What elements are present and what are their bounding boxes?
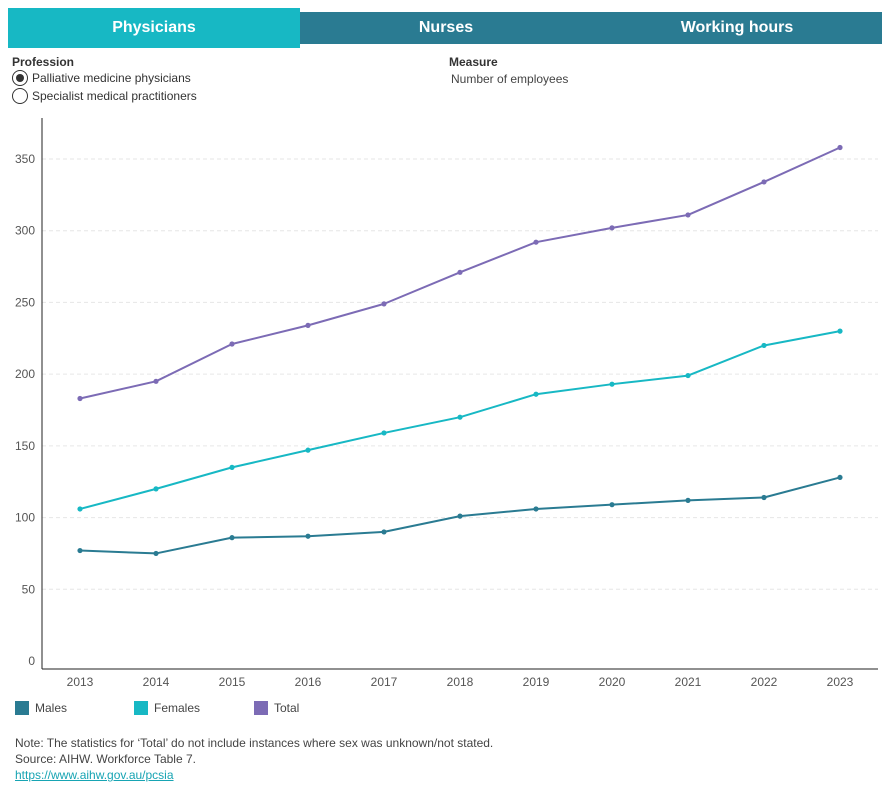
y-tick-label: 250	[15, 295, 35, 309]
source-link-container: https://www.aihw.gov.au/pcsia	[15, 768, 174, 782]
data-point-males[interactable]	[761, 494, 767, 501]
legend-swatch-total	[254, 701, 268, 715]
source-link[interactable]: https://www.aihw.gov.au/pcsia	[15, 768, 174, 782]
tab-working-hours[interactable]: Working hours	[680, 19, 794, 36]
line-chart: 0 50 100 150 200 250 300 350 2013 2014 2015 2016 20…	[15, 118, 878, 689]
y-tick-label: 100	[15, 511, 35, 525]
data-point-males[interactable]	[533, 506, 539, 512]
data-point-total[interactable]	[609, 225, 615, 231]
data-point-total[interactable]	[533, 239, 539, 245]
y-tick-label: 350	[15, 152, 35, 166]
measure-title: Measure	[449, 55, 498, 69]
data-point-males[interactable]	[837, 474, 843, 481]
data-point-females[interactable]	[77, 506, 83, 512]
y-tick-label: 50	[22, 582, 36, 596]
data-point-females[interactable]	[533, 391, 539, 397]
data-point-females[interactable]	[381, 430, 387, 436]
x-tick-label: 2013	[67, 675, 94, 689]
data-point-total[interactable]	[229, 341, 235, 347]
x-tick-label: 2019	[523, 675, 550, 689]
data-point-females[interactable]	[761, 342, 767, 349]
data-point-males[interactable]	[77, 547, 83, 554]
x-tick-label: 2014	[143, 675, 170, 689]
data-point-females[interactable]	[457, 414, 463, 420]
data-point-females[interactable]	[837, 328, 843, 334]
y-tick-label: 300	[15, 224, 35, 238]
data-point-males[interactable]	[153, 550, 159, 557]
tab-bar: Physicians Nurses Working hours	[8, 8, 882, 48]
legend-label: Males	[35, 701, 68, 715]
profession-title: Profession	[12, 55, 75, 69]
x-tick-label: 2015	[219, 675, 246, 689]
x-tick-label: 2021	[675, 675, 702, 689]
series-line-females	[79, 330, 841, 510]
x-tick-label: 2016	[295, 675, 322, 689]
data-point-females[interactable]	[229, 464, 235, 470]
y-tick-label: 0	[28, 654, 35, 668]
measure-value: Number of employees	[451, 72, 569, 86]
tab-physicians[interactable]: Physicians	[8, 8, 300, 48]
data-point-females[interactable]	[685, 372, 691, 379]
y-tick-label: 150	[15, 439, 35, 453]
radio-selected-icon[interactable]	[12, 70, 28, 86]
data-point-females[interactable]	[305, 447, 311, 453]
data-point-females[interactable]	[153, 486, 159, 492]
source-text: Source: AIHW. Workforce Table 7.	[15, 752, 196, 766]
tab-nurses[interactable]: Nurses	[418, 19, 474, 36]
data-point-total[interactable]	[457, 269, 463, 275]
legend-total[interactable]: Total	[254, 701, 299, 715]
x-tick-label: 2018	[447, 675, 474, 689]
profession-option-specialist[interactable]: Specialist medical practitioners	[12, 88, 197, 104]
profession-option-label: Palliative medicine physicians	[32, 71, 191, 85]
x-tick-label: 2022	[751, 675, 778, 689]
legend-label: Total	[274, 701, 300, 715]
data-point-total[interactable]	[381, 301, 387, 307]
data-point-total[interactable]	[305, 322, 311, 328]
x-tick-label: 2023	[827, 675, 854, 689]
note-text: Note: The statistics for ‘Total’ do not …	[15, 736, 494, 750]
legend-females[interactable]: Females	[134, 701, 200, 715]
data-point-total[interactable]	[837, 144, 843, 151]
data-point-males[interactable]	[305, 533, 311, 539]
profession-option-palliative[interactable]: Palliative medicine physicians	[12, 70, 191, 86]
data-point-males[interactable]	[229, 535, 235, 541]
data-point-males[interactable]	[609, 502, 615, 508]
y-tick-label: 200	[15, 367, 35, 381]
legend-label: Females	[154, 701, 201, 715]
x-tick-label: 2020	[599, 675, 626, 689]
data-point-males[interactable]	[685, 497, 691, 503]
x-tick-label: 2017	[371, 675, 398, 689]
profession-option-label: Specialist medical practitioners	[32, 89, 197, 103]
data-point-total[interactable]	[77, 395, 83, 402]
legend-swatch-males	[15, 701, 29, 715]
tab-strip-background	[300, 12, 882, 44]
legend-males[interactable]: Males	[15, 701, 67, 715]
data-point-females[interactable]	[609, 381, 615, 387]
data-point-males[interactable]	[457, 513, 463, 519]
data-point-males[interactable]	[381, 529, 387, 535]
legend-swatch-females	[134, 701, 148, 715]
data-point-total[interactable]	[761, 179, 767, 185]
radio-unselected-icon[interactable]	[12, 88, 28, 104]
data-point-total[interactable]	[685, 212, 691, 218]
data-point-total[interactable]	[153, 378, 159, 384]
